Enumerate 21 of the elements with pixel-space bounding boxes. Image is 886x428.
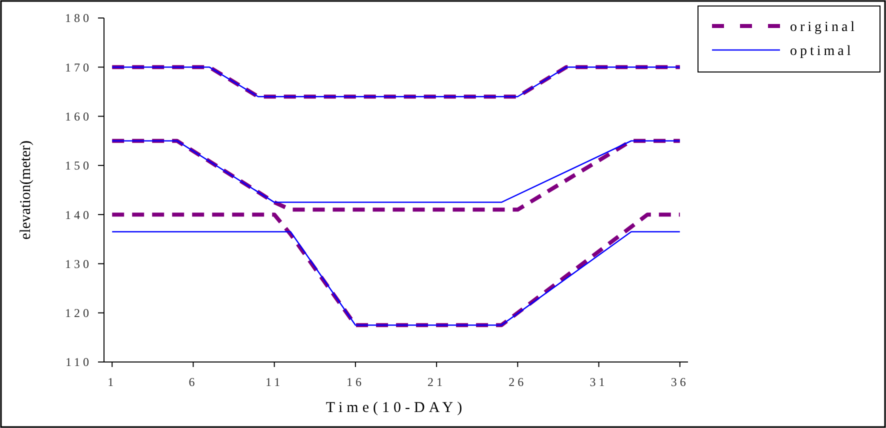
y-tick-label: 160 — [65, 109, 92, 124]
y-tick-label: 110 — [65, 355, 92, 370]
y-tick-label: 170 — [65, 60, 92, 74]
x-tick-label: 21 — [428, 375, 446, 389]
x-tick-label: 26 — [508, 375, 527, 389]
x-tick-label: 6 — [188, 375, 198, 389]
y-tick-label: 150 — [65, 158, 92, 173]
legend-label: optimal — [790, 44, 854, 59]
y-tick-label: 130 — [65, 256, 92, 271]
y-tick-label: 120 — [65, 306, 92, 320]
x-axis-title: Time(10-DAY) — [326, 400, 466, 416]
x-tick-label: 1 — [108, 375, 117, 389]
x-tick-label: 31 — [590, 375, 608, 389]
x-tick-label: 16 — [346, 375, 364, 389]
x-tick-label: 36 — [670, 375, 689, 389]
y-axis-title: elevation(meter) — [18, 140, 34, 240]
line-series — [110, 212, 682, 328]
y-tick-label: 140 — [65, 208, 92, 222]
y-tick-label: 180 — [65, 11, 92, 26]
legend-label: original — [790, 20, 858, 35]
x-tick-label: 11 — [266, 375, 284, 389]
